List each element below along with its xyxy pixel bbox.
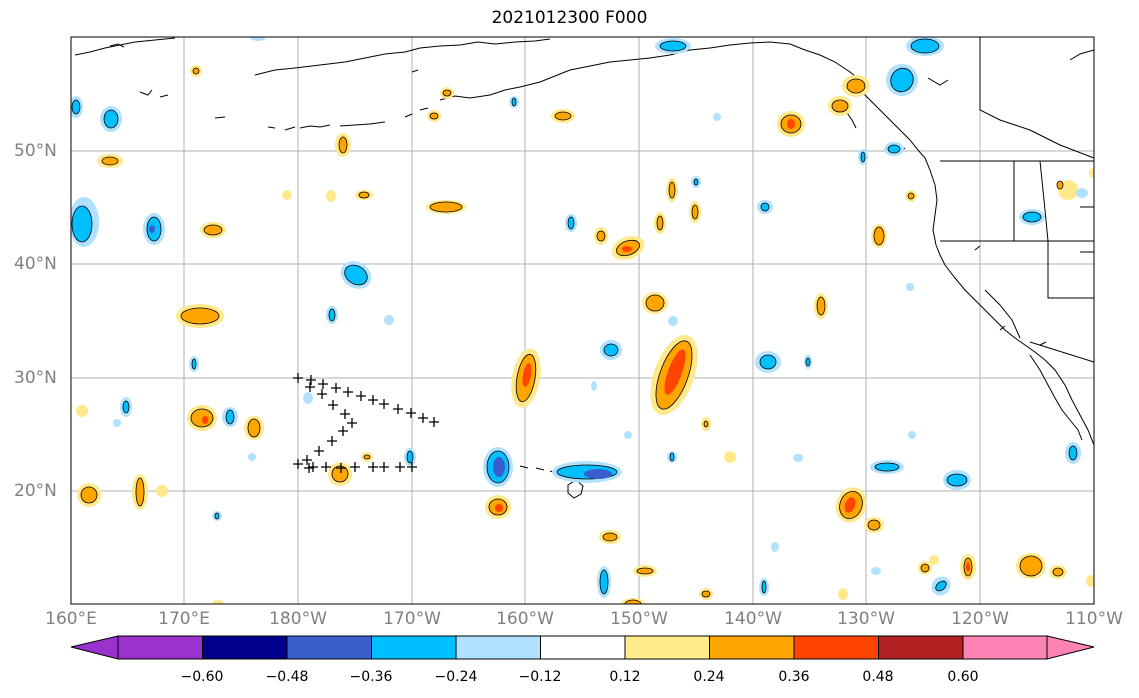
track-marker (406, 408, 416, 418)
track-marker (379, 399, 389, 409)
track-marker (314, 446, 324, 456)
colorbar-tick-label: 0.48 (862, 669, 894, 685)
colorbar-bin (455, 635, 541, 660)
map-title: 2021012300 F000 (491, 8, 648, 28)
colorbar-bin (117, 635, 203, 660)
colorbar-bin (624, 635, 710, 660)
track-marker (350, 462, 360, 472)
graticule (71, 37, 1094, 604)
track-marker (321, 462, 331, 472)
track-marker (368, 395, 378, 405)
map-frame (70, 36, 1095, 605)
colorbar (70, 635, 1095, 660)
colorbar-bin (286, 635, 372, 660)
colorbar-bin (540, 635, 626, 660)
track-marker (336, 463, 346, 473)
colorbar-bin (709, 635, 795, 660)
track-markers (293, 373, 439, 473)
colorbar-low-extension (70, 635, 119, 660)
track-marker (328, 400, 338, 410)
track-marker (368, 462, 378, 472)
track-marker (318, 379, 328, 389)
track-marker (305, 382, 315, 392)
lon-label-160w: 160°W (496, 609, 554, 629)
track-marker (379, 462, 389, 472)
track-marker (304, 463, 314, 473)
track-marker (306, 375, 316, 385)
colorbar-bin (371, 635, 457, 660)
track-marker (331, 383, 341, 393)
colorbar-bin (878, 635, 964, 660)
track-marker (340, 409, 350, 419)
lon-label-160e: 160°E (45, 609, 97, 629)
track-marker (429, 417, 439, 427)
track-marker (347, 418, 357, 428)
track-marker (343, 387, 353, 397)
colorbar-bin (962, 635, 1048, 660)
colorbar-tick-label: −0.36 (349, 669, 393, 685)
negative-anomaly-contours (71, 37, 1088, 598)
lat-label-30n: 30°N (14, 368, 57, 388)
track-marker (356, 391, 366, 401)
track-marker (293, 459, 303, 469)
lat-label-50n: 50°N (14, 141, 57, 161)
lon-label-150w: 150°W (610, 609, 668, 629)
colorbar-tick-label: 0.36 (778, 669, 810, 685)
track-marker (293, 373, 303, 383)
track-marker (395, 462, 405, 472)
colorbar-tick-label: −0.48 (265, 669, 309, 685)
colorbar-bin (793, 635, 879, 660)
lon-label-180w: 180°W (269, 609, 327, 629)
lon-label-170e: 170°E (158, 609, 210, 629)
track-marker (302, 455, 312, 465)
colorbar-tick-label: 0.12 (609, 669, 641, 685)
lon-label-110w: 110°W (1065, 609, 1123, 629)
positive-anomaly-contours (76, 65, 1094, 604)
colorbar-bin (202, 635, 288, 660)
lon-label-120w: 120°W (951, 609, 1009, 629)
colorbar-high-extension (1046, 635, 1095, 660)
track-marker (308, 462, 318, 472)
track-marker (327, 436, 337, 446)
colorbar-tick-label: 0.24 (693, 669, 725, 685)
colorbar-tick-label: −0.60 (180, 669, 224, 685)
track-marker (317, 389, 327, 399)
lon-label-170w: 170°W (383, 609, 441, 629)
lon-label-140w: 140°W (724, 609, 782, 629)
track-marker (418, 413, 428, 423)
track-marker (338, 426, 348, 436)
track-marker (393, 404, 403, 414)
colorbar-tick-label: −0.24 (434, 669, 478, 685)
track-marker (407, 462, 417, 472)
colorbar-tick-label: −0.12 (518, 669, 562, 685)
lat-label-40n: 40°N (14, 254, 57, 274)
colorbar-tick-label: 0.60 (947, 669, 979, 685)
lon-label-130w: 130°W (837, 609, 895, 629)
lat-label-20n: 20°N (14, 481, 57, 501)
coastlines (74, 37, 1094, 499)
